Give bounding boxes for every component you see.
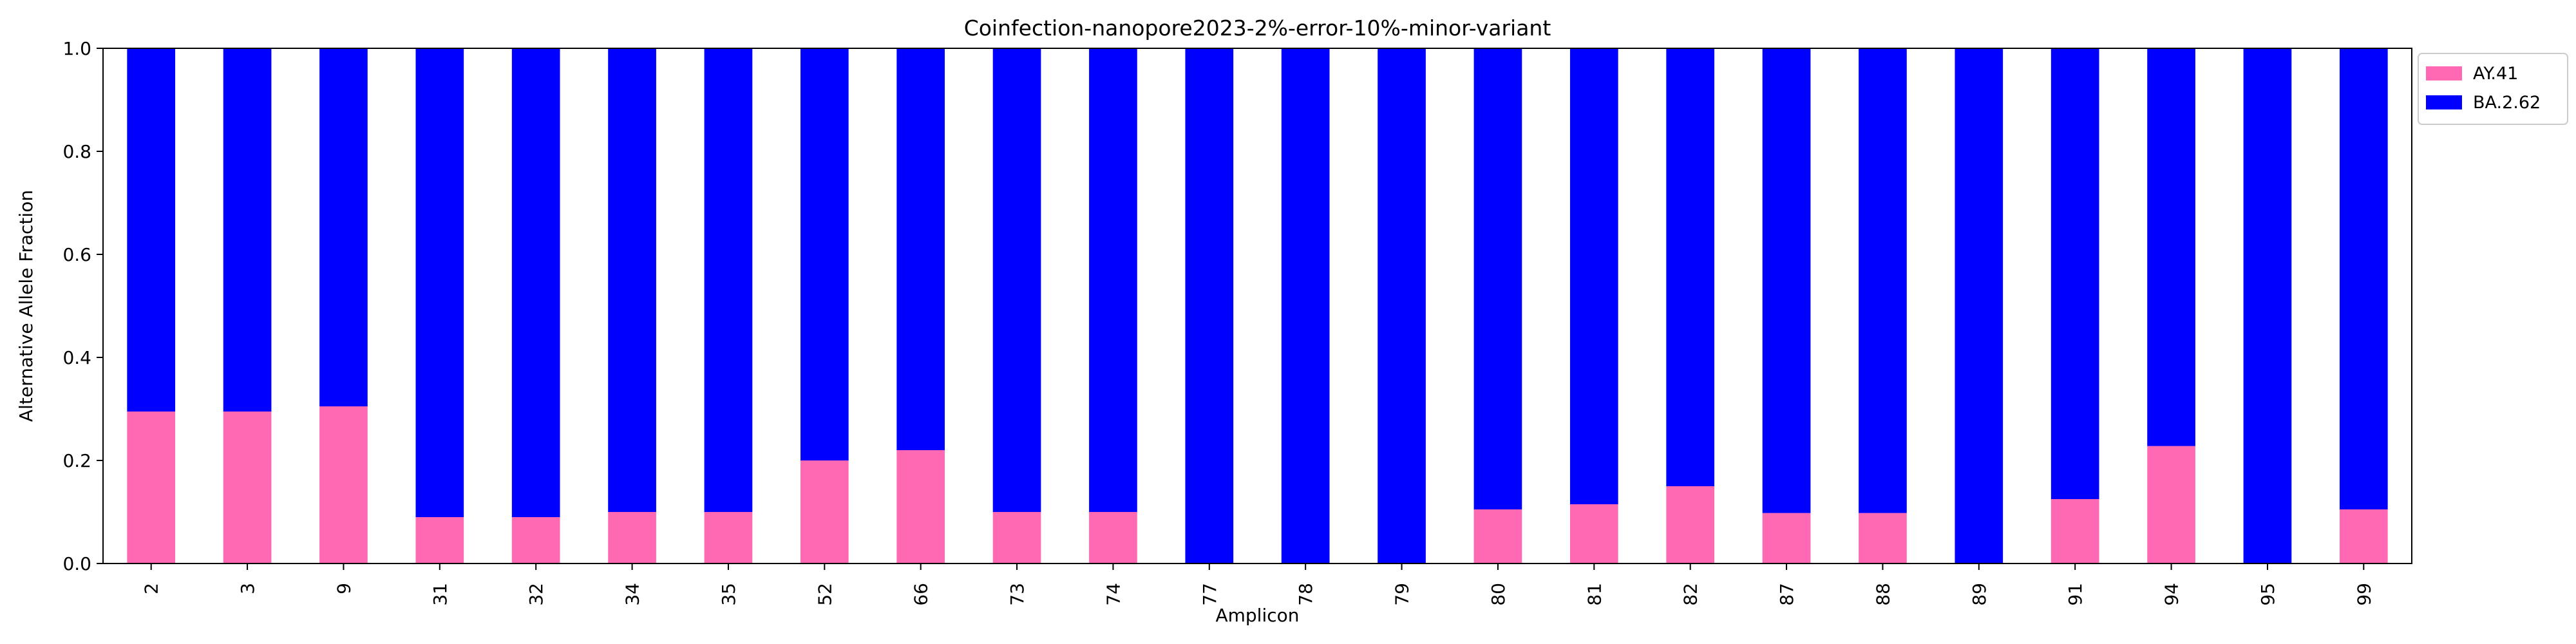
- bar-ba-2-62-82: [1666, 48, 1715, 486]
- y-axis: 0.0 0.2 0.4 0.6 0.8 1.0: [62, 38, 103, 574]
- x-tick-label: 80: [1488, 583, 1509, 606]
- bar-ba-2-62-91: [2050, 48, 2099, 499]
- x-tick-label: 74: [1103, 583, 1124, 606]
- y-axis-title: Alternative Allele Fraction: [15, 190, 37, 422]
- x-tick-label: 73: [1007, 583, 1028, 606]
- bar-ba-2-62-99: [2339, 48, 2388, 509]
- y-tick-label: 0.8: [62, 141, 91, 162]
- x-tick-label: 82: [1680, 583, 1701, 606]
- bar-ay-41-32: [511, 517, 560, 564]
- legend-label: BA.2.62: [2473, 93, 2541, 113]
- bar-ay-41-99: [2339, 509, 2388, 564]
- bar-ba-2-62-2: [127, 48, 176, 412]
- bar-ba-2-62-87: [1762, 48, 1811, 513]
- bar-ay-41-94: [2147, 446, 2195, 564]
- x-tick-label: 78: [1295, 583, 1316, 606]
- bar-ay-41-2: [127, 412, 176, 564]
- bar-ba-2-62-95: [2243, 48, 2292, 564]
- bar-ay-41-81: [1569, 504, 1618, 564]
- legend-swatch-ba-2-62: [2426, 95, 2462, 109]
- bar-ba-2-62-74: [1089, 48, 1137, 512]
- x-tick-label: 87: [1776, 583, 1797, 606]
- bar-ay-41-35: [704, 512, 753, 564]
- bar-ba-2-62-35: [704, 48, 753, 512]
- y-tick-label: 1.0: [62, 38, 91, 59]
- bar-ba-2-62-79: [1378, 48, 1426, 564]
- bar-ay-41-31: [415, 517, 464, 564]
- bar-ba-2-62-73: [992, 48, 1041, 512]
- bar-ay-41-34: [608, 512, 656, 564]
- bar-ba-2-62-9: [319, 48, 368, 406]
- x-tick-label: 79: [1392, 583, 1413, 606]
- bars: [127, 48, 2388, 564]
- x-tick-label: 81: [1584, 583, 1605, 606]
- bar-ba-2-62-77: [1185, 48, 1234, 564]
- chart-title: Coinfection-nanopore2023-2%-error-10%-mi…: [964, 15, 1551, 41]
- bar-ba-2-62-94: [2147, 48, 2195, 446]
- y-tick-label: 0.2: [62, 450, 91, 471]
- x-tick-label: 88: [1872, 583, 1893, 606]
- bar-ba-2-62-88: [1859, 48, 1907, 513]
- bar-ba-2-62-78: [1281, 48, 1330, 564]
- plot-frame: [102, 48, 2412, 564]
- bar-ba-2-62-66: [896, 48, 945, 450]
- bar-ba-2-62-52: [800, 48, 849, 460]
- bar-ba-2-62-32: [511, 48, 560, 517]
- bar-ay-41-66: [896, 450, 945, 564]
- x-tick-label: 66: [911, 583, 932, 606]
- legend-swatch-ay-41: [2426, 66, 2462, 80]
- bar-ay-41-73: [992, 512, 1041, 564]
- bar-ay-41-52: [800, 460, 849, 564]
- bar-ay-41-91: [2050, 499, 2099, 564]
- bar-ay-41-82: [1666, 486, 1715, 564]
- bar-ba-2-62-34: [608, 48, 656, 512]
- x-tick-label: 77: [1199, 583, 1220, 606]
- bar-ay-41-9: [319, 406, 368, 564]
- x-tick-label: 34: [622, 583, 643, 606]
- y-tick-label: 0.6: [62, 244, 91, 265]
- bar-ba-2-62-81: [1569, 48, 1618, 504]
- x-tick-label: 91: [2065, 583, 2086, 606]
- bar-ay-41-80: [1473, 509, 1522, 564]
- x-tick-label: 32: [526, 583, 547, 606]
- x-tick-label: 99: [2353, 583, 2374, 606]
- bar-ba-2-62-3: [223, 48, 272, 412]
- legend: AY.41 BA.2.62: [2418, 53, 2568, 125]
- bar-ay-41-87: [1762, 513, 1811, 564]
- bar-ay-41-74: [1089, 512, 1137, 564]
- x-tick-label: 35: [718, 583, 739, 606]
- bar-ba-2-62-80: [1473, 48, 1522, 509]
- x-tick-label: 9: [333, 583, 354, 594]
- x-tick-label: 89: [1969, 583, 1990, 606]
- x-tick-label: 52: [814, 583, 835, 606]
- x-axis: 2 3 9 31 32 34 35 52 66 73 74 77 78 79 80 81 82 87 88 89 91 9…: [141, 564, 2374, 606]
- x-tick-label: 31: [430, 583, 451, 606]
- bar-ba-2-62-89: [1955, 48, 2003, 564]
- bar-ay-41-88: [1859, 513, 1907, 564]
- x-tick-label: 3: [237, 583, 258, 594]
- y-tick-label: 0.4: [62, 347, 91, 368]
- bar-ba-2-62-31: [415, 48, 464, 517]
- y-tick-label: 0.0: [62, 553, 91, 574]
- x-axis-title: Amplicon: [1215, 605, 1299, 626]
- bar-ay-41-3: [223, 412, 272, 564]
- x-tick-label: 94: [2161, 583, 2183, 606]
- x-tick-label: 95: [2257, 583, 2278, 606]
- x-tick-label: 2: [141, 583, 162, 594]
- legend-label: AY.41: [2473, 64, 2518, 84]
